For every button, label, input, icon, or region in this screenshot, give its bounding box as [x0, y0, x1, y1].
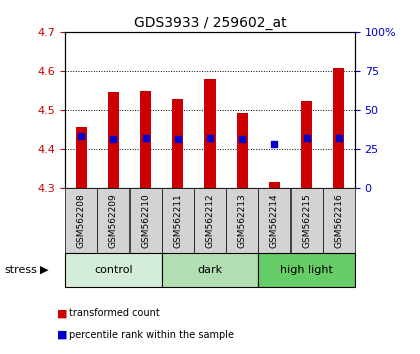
Text: control: control	[94, 265, 133, 275]
Text: ■: ■	[57, 330, 67, 339]
Point	[78, 133, 84, 139]
Point	[207, 135, 213, 141]
Text: ▶: ▶	[40, 265, 48, 275]
Text: transformed count: transformed count	[69, 308, 160, 318]
Bar	[129, 188, 162, 253]
Bar	[269, 182, 280, 188]
Bar	[194, 188, 226, 253]
Text: GSM562214: GSM562214	[270, 193, 279, 248]
Bar	[333, 68, 344, 188]
Bar	[205, 79, 215, 188]
Bar	[65, 253, 162, 287]
Point	[110, 137, 117, 142]
Bar	[162, 253, 258, 287]
Bar	[291, 188, 323, 253]
Point	[336, 135, 342, 141]
Text: GSM562208: GSM562208	[77, 193, 86, 248]
Bar	[236, 113, 248, 188]
Bar	[97, 188, 129, 253]
Bar	[323, 188, 355, 253]
Bar	[172, 99, 184, 188]
Text: GSM562213: GSM562213	[238, 193, 247, 248]
Point	[271, 141, 278, 147]
Text: GSM562212: GSM562212	[205, 193, 215, 248]
Text: percentile rank within the sample: percentile rank within the sample	[69, 330, 234, 339]
Bar	[140, 91, 151, 188]
Text: GSM562210: GSM562210	[141, 193, 150, 248]
Text: high light: high light	[280, 265, 333, 275]
Text: GSM562215: GSM562215	[302, 193, 311, 248]
Bar	[108, 92, 119, 188]
Bar	[258, 253, 355, 287]
Text: GDS3933 / 259602_at: GDS3933 / 259602_at	[134, 16, 286, 30]
Point	[174, 137, 181, 142]
Point	[303, 135, 310, 141]
Point	[239, 137, 246, 142]
Bar	[301, 101, 312, 188]
Text: GSM562216: GSM562216	[334, 193, 343, 248]
Text: GSM562211: GSM562211	[173, 193, 182, 248]
Point	[142, 135, 149, 141]
Bar	[162, 188, 194, 253]
Bar	[76, 127, 87, 188]
Bar	[65, 188, 97, 253]
Text: dark: dark	[197, 265, 223, 275]
Text: stress: stress	[4, 265, 37, 275]
Bar	[258, 188, 291, 253]
Bar	[226, 188, 258, 253]
Text: ■: ■	[57, 308, 67, 318]
Text: GSM562209: GSM562209	[109, 193, 118, 248]
